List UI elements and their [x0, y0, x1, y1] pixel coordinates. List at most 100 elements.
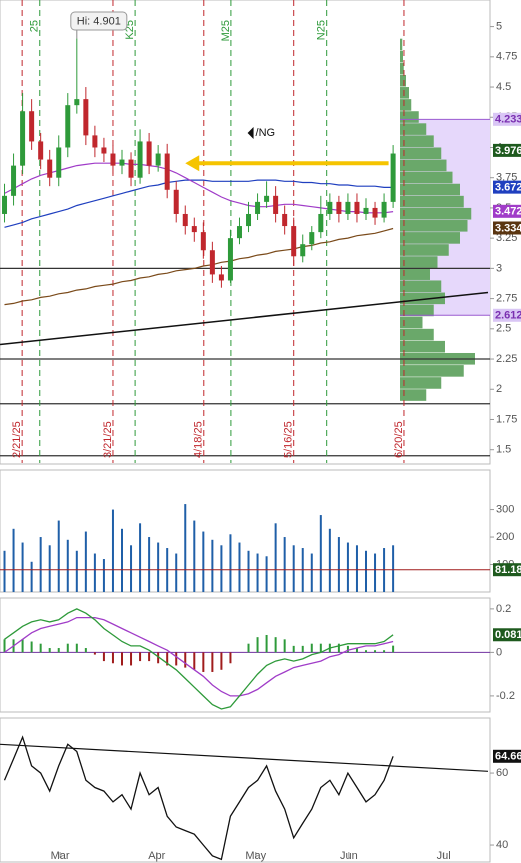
volume-bar — [337, 537, 340, 592]
y-tick-label: 2.75 — [496, 292, 517, 304]
price-tag-label: 64.66 — [495, 751, 521, 763]
volume-bar — [247, 550, 250, 592]
candle-body — [119, 159, 125, 166]
price-tag-label: 3.672 — [495, 182, 521, 194]
macd-histogram — [84, 648, 87, 653]
candle-body — [2, 195, 8, 214]
macd-histogram — [21, 639, 24, 653]
volume-bar — [274, 523, 277, 592]
profile-bar — [400, 74, 406, 87]
event-label: 4/18/25 — [193, 421, 205, 458]
symbol-marker — [247, 126, 254, 139]
price-tag-label: 2.612 — [495, 310, 521, 322]
volume-bar — [75, 550, 78, 592]
macd-histogram — [121, 652, 123, 666]
macd-histogram — [39, 643, 42, 653]
macd-histogram — [166, 652, 169, 666]
macd-histogram — [229, 652, 232, 664]
volume-bar — [238, 542, 241, 592]
candle-body — [74, 99, 80, 106]
moving-average — [4, 179, 394, 228]
profile-bar — [400, 268, 430, 280]
candle-body — [164, 153, 170, 190]
event-label: 2/21/25 — [11, 421, 23, 458]
macd-histogram — [111, 652, 114, 664]
macd-histogram — [157, 652, 160, 664]
profile-bar — [400, 377, 442, 389]
macd-histogram — [337, 643, 340, 653]
macd-histogram — [102, 652, 105, 662]
volume-bar — [3, 550, 6, 592]
macd-histogram — [48, 648, 51, 653]
high-label: Hi: 4.901 — [77, 15, 121, 27]
volume-bar — [102, 559, 105, 592]
macd-histogram — [310, 643, 313, 653]
candle-body — [282, 213, 288, 227]
y-tick-label: 0.2 — [496, 603, 511, 615]
macd-histogram — [319, 643, 322, 653]
macd-histogram — [3, 639, 6, 653]
y-tick-label: 1.75 — [496, 413, 517, 425]
candle-body — [11, 165, 17, 196]
macd-histogram — [57, 648, 60, 653]
volume-bar — [93, 553, 96, 592]
candle-body — [101, 147, 107, 154]
candle-body — [47, 159, 53, 178]
price-tag — [493, 749, 521, 763]
x-tick-label: Mar — [51, 850, 70, 862]
volume-bar — [365, 550, 367, 592]
candle-body — [29, 111, 35, 142]
price-tag-label: 3.976 — [495, 145, 521, 157]
volume-bar — [12, 528, 15, 592]
macd-histogram — [175, 652, 178, 666]
price-tag — [493, 308, 521, 322]
volume-bar — [319, 515, 322, 592]
macd-histogram — [139, 652, 142, 662]
y-tick-label: 0 — [496, 646, 502, 658]
candle-body — [173, 189, 179, 214]
trendline — [0, 291, 489, 346]
volume-bar — [184, 504, 187, 592]
profile-bar — [400, 316, 423, 329]
profile-bar — [400, 62, 404, 75]
y-tick-label: 3.75 — [496, 172, 517, 184]
y-tick-label: 60 — [496, 767, 508, 779]
candle-body — [381, 201, 387, 218]
candle-body — [354, 201, 360, 214]
price-tag — [493, 180, 521, 194]
volume-bar — [193, 520, 196, 592]
volume-bar — [328, 528, 331, 592]
volume-bar — [346, 542, 349, 592]
moving-average — [4, 227, 394, 306]
candle-body — [390, 153, 396, 202]
arrow-head — [185, 155, 200, 172]
event-label: 5/16/25 — [283, 421, 295, 458]
macd-histogram — [292, 645, 295, 653]
high-box — [70, 11, 128, 31]
candle-body — [273, 195, 279, 214]
profile-bar — [400, 38, 403, 51]
profile-bar — [400, 280, 442, 293]
volume-bar — [139, 523, 142, 592]
macd-line — [4, 608, 394, 710]
candle-body — [38, 141, 44, 160]
profile-bar — [400, 87, 409, 99]
price-tag-label: 81.18 — [495, 564, 521, 576]
volume-bar — [283, 537, 286, 592]
candle-body — [128, 159, 134, 178]
macd-histogram — [392, 645, 395, 653]
macd-histogram — [365, 650, 367, 653]
profile-bar — [400, 292, 445, 305]
candle-body — [363, 207, 369, 214]
profile-bar — [400, 195, 464, 208]
macd-histogram — [30, 641, 33, 653]
event-label: M25 — [220, 20, 232, 41]
rsi-line — [3, 735, 394, 861]
candle-body — [92, 135, 98, 148]
macd-histogram — [374, 650, 377, 653]
price-tag — [493, 563, 521, 577]
y-tick-label: 2.25 — [496, 353, 517, 365]
candle-body — [255, 201, 261, 214]
candle-body — [291, 226, 297, 257]
candle-body — [209, 250, 215, 275]
